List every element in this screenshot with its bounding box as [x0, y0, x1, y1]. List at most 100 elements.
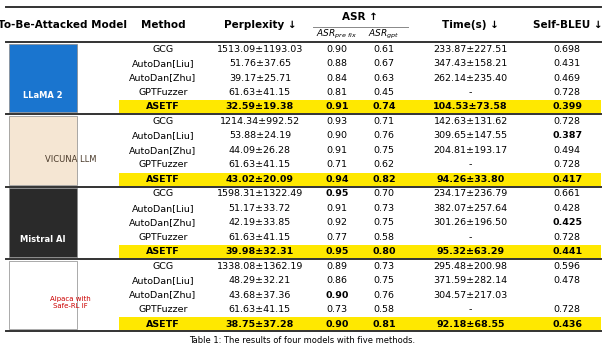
Text: $ASR_{gpt}$: $ASR_{gpt}$ — [368, 28, 400, 41]
Text: 0.431: 0.431 — [554, 59, 581, 68]
Text: 0.63: 0.63 — [373, 74, 394, 83]
Text: 0.478: 0.478 — [554, 276, 581, 285]
Text: 0.73: 0.73 — [326, 305, 347, 314]
Text: $ASR_{pre\ fix}$: $ASR_{pre\ fix}$ — [316, 28, 358, 41]
Text: 43.02±20.09: 43.02±20.09 — [226, 175, 294, 184]
Text: 304.57±217.03: 304.57±217.03 — [434, 290, 508, 300]
Text: 53.88±24.19: 53.88±24.19 — [229, 131, 291, 141]
Text: 0.45: 0.45 — [373, 88, 394, 97]
Text: 0.76: 0.76 — [373, 290, 394, 300]
Text: 0.596: 0.596 — [554, 262, 581, 270]
Text: 0.82: 0.82 — [372, 175, 396, 184]
Text: 233.87±227.51: 233.87±227.51 — [434, 45, 508, 54]
Text: AutoDan[Liu]: AutoDan[Liu] — [132, 204, 194, 213]
Text: 142.63±131.62: 142.63±131.62 — [434, 117, 508, 126]
Text: 0.76: 0.76 — [373, 131, 394, 141]
Text: AutoDan[Zhu]: AutoDan[Zhu] — [129, 146, 196, 155]
Text: 234.17±236.79: 234.17±236.79 — [434, 189, 508, 198]
Text: 0.86: 0.86 — [326, 276, 347, 285]
Bar — [9, 261, 77, 329]
Text: 0.81: 0.81 — [326, 88, 347, 97]
Text: Alpaca with
Safe-RL IF: Alpaca with Safe-RL IF — [50, 296, 91, 309]
Text: AutoDan[Liu]: AutoDan[Liu] — [132, 276, 194, 285]
Text: 0.70: 0.70 — [373, 189, 394, 198]
Text: 48.29±32.21: 48.29±32.21 — [229, 276, 291, 285]
Text: 0.75: 0.75 — [373, 276, 394, 285]
Text: LLaMA 2: LLaMA 2 — [23, 91, 63, 100]
Text: 0.90: 0.90 — [326, 131, 347, 141]
Text: 0.89: 0.89 — [326, 262, 347, 270]
Text: 0.91: 0.91 — [326, 146, 347, 155]
Text: 0.84: 0.84 — [326, 74, 347, 83]
Text: 0.61: 0.61 — [373, 45, 394, 54]
Text: GCG: GCG — [152, 262, 173, 270]
Text: 0.91: 0.91 — [325, 103, 349, 111]
Text: 39.17±25.71: 39.17±25.71 — [229, 74, 291, 83]
Text: Method: Method — [141, 20, 185, 29]
Text: 0.441: 0.441 — [552, 247, 582, 256]
Text: 0.88: 0.88 — [326, 59, 347, 68]
Text: 0.436: 0.436 — [552, 320, 582, 328]
Text: -: - — [469, 161, 472, 169]
Text: 0.95: 0.95 — [325, 189, 349, 198]
Text: 0.417: 0.417 — [552, 175, 582, 184]
Text: 301.26±196.50: 301.26±196.50 — [434, 218, 508, 227]
Text: 1513.09±1193.03: 1513.09±1193.03 — [217, 45, 303, 54]
Text: -: - — [469, 88, 472, 97]
Text: AutoDan[Liu]: AutoDan[Liu] — [132, 131, 194, 141]
Text: Mistral AI: Mistral AI — [21, 236, 66, 244]
Text: AutoDan[Liu]: AutoDan[Liu] — [132, 59, 194, 68]
Text: 92.18±68.55: 92.18±68.55 — [437, 320, 505, 328]
Text: 0.81: 0.81 — [372, 320, 396, 328]
Text: 0.425: 0.425 — [552, 218, 582, 227]
Text: 94.26±33.80: 94.26±33.80 — [437, 175, 505, 184]
Text: 61.63±41.15: 61.63±41.15 — [229, 305, 291, 314]
Text: 0.95: 0.95 — [325, 247, 349, 256]
Text: 0.728: 0.728 — [554, 117, 581, 126]
Text: ASETF: ASETF — [146, 103, 180, 111]
Text: 0.62: 0.62 — [373, 161, 394, 169]
Text: ASETF: ASETF — [146, 247, 180, 256]
Bar — [9, 189, 77, 257]
Text: VICUNA LLM: VICUNA LLM — [45, 155, 96, 163]
Text: GCG: GCG — [152, 189, 173, 198]
Text: GPTFuzzer: GPTFuzzer — [138, 305, 188, 314]
Text: 43.68±37.36: 43.68±37.36 — [229, 290, 291, 300]
Text: 0.91: 0.91 — [326, 204, 347, 213]
Text: 347.43±158.21: 347.43±158.21 — [434, 59, 508, 68]
Text: 61.63±41.15: 61.63±41.15 — [229, 88, 291, 97]
Text: -: - — [469, 305, 472, 314]
Text: ASR ↑: ASR ↑ — [342, 12, 378, 22]
Text: 0.71: 0.71 — [326, 161, 347, 169]
Text: 295.48±200.98: 295.48±200.98 — [434, 262, 508, 270]
Text: 51.76±37.65: 51.76±37.65 — [229, 59, 291, 68]
Bar — [9, 116, 77, 185]
Text: 0.77: 0.77 — [326, 233, 347, 242]
Text: 0.67: 0.67 — [373, 59, 394, 68]
Text: AutoDan[Zhu]: AutoDan[Zhu] — [129, 218, 196, 227]
Text: 0.94: 0.94 — [325, 175, 349, 184]
Text: Perplexity ↓: Perplexity ↓ — [223, 20, 296, 29]
Text: Table 1: The results of four models with five methods.: Table 1: The results of four models with… — [189, 336, 415, 345]
Text: 0.90: 0.90 — [325, 320, 349, 328]
Text: 38.75±37.28: 38.75±37.28 — [226, 320, 294, 328]
Text: AutoDan[Zhu]: AutoDan[Zhu] — [129, 74, 196, 83]
Bar — [9, 44, 77, 112]
Text: GPTFuzzer: GPTFuzzer — [138, 233, 188, 242]
Text: 44.09±26.28: 44.09±26.28 — [229, 146, 291, 155]
Bar — [119, 245, 601, 258]
Text: 0.728: 0.728 — [554, 161, 581, 169]
Text: 0.494: 0.494 — [554, 146, 581, 155]
Text: 1338.08±1362.19: 1338.08±1362.19 — [217, 262, 303, 270]
Text: GPTFuzzer: GPTFuzzer — [138, 88, 188, 97]
Text: 1598.31±1322.49: 1598.31±1322.49 — [217, 189, 303, 198]
Text: ASETF: ASETF — [146, 320, 180, 328]
Text: 0.73: 0.73 — [373, 262, 394, 270]
Text: 0.73: 0.73 — [373, 204, 394, 213]
Text: 0.75: 0.75 — [373, 146, 394, 155]
Text: -: - — [469, 233, 472, 242]
Text: 42.19±33.85: 42.19±33.85 — [229, 218, 291, 227]
Text: 0.75: 0.75 — [373, 218, 394, 227]
Bar — [119, 317, 601, 331]
Text: ASETF: ASETF — [146, 175, 180, 184]
